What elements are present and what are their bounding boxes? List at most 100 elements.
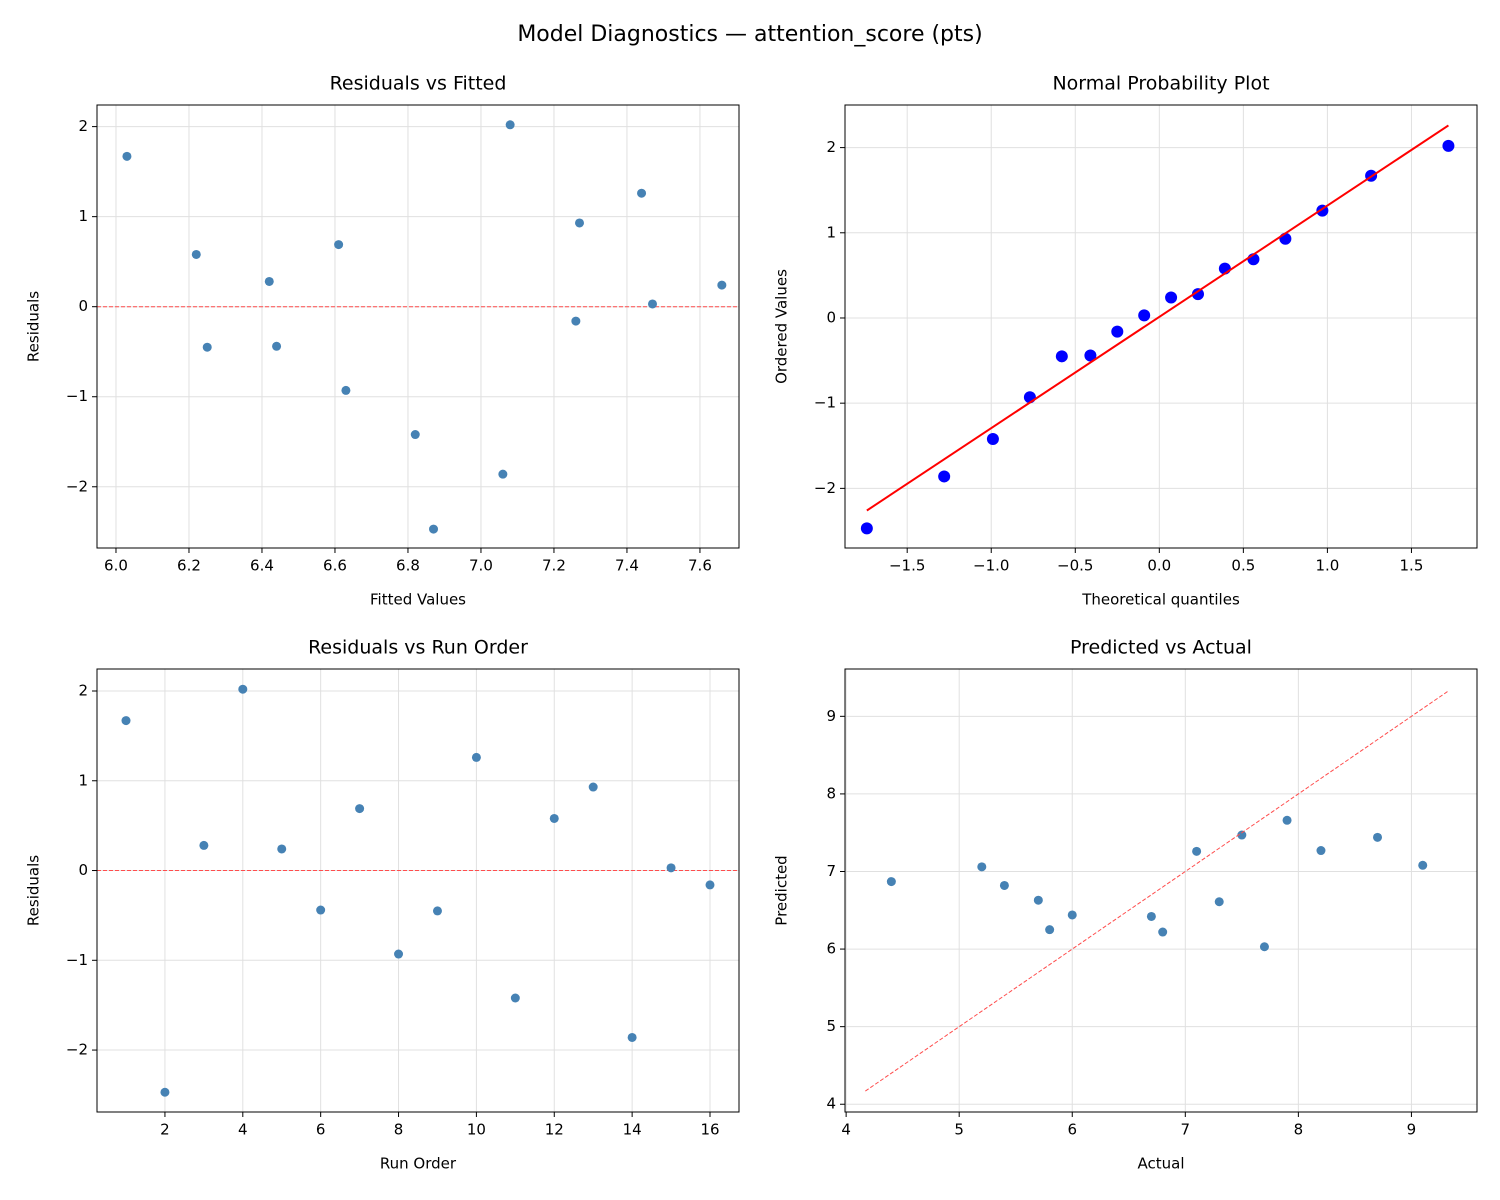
point	[277, 844, 287, 854]
y-tick-label: −2	[66, 477, 88, 495]
x-axis-label: Run Order	[380, 1155, 457, 1173]
y-tick-label: 0	[78, 297, 88, 315]
point	[1165, 291, 1178, 304]
x-tick-label: 7.0	[469, 557, 493, 575]
point	[429, 524, 439, 534]
reference-line	[866, 124, 1449, 512]
x-tick-label: 8	[394, 1121, 404, 1139]
point	[1158, 927, 1168, 937]
point	[410, 430, 420, 440]
point	[272, 341, 282, 351]
point	[122, 151, 132, 161]
point	[1316, 846, 1326, 856]
point	[549, 813, 559, 823]
point	[1237, 830, 1247, 840]
point	[938, 470, 951, 483]
point	[1055, 350, 1068, 363]
x-tick-label: 8	[1294, 1121, 1304, 1139]
x-axis-label: Fitted Values	[370, 591, 466, 609]
point	[191, 249, 201, 259]
x-axis-label: Theoretical quantiles	[1081, 591, 1240, 609]
y-tick-label: 0	[78, 861, 88, 879]
point	[571, 316, 581, 326]
y-tick-label: −1	[66, 951, 88, 969]
point	[394, 949, 404, 959]
point	[510, 993, 520, 1003]
x-tick-label: 6.8	[396, 557, 420, 575]
point	[1146, 911, 1156, 921]
y-tick-label: −2	[66, 1041, 88, 1059]
x-tick-label: 6.2	[177, 557, 201, 575]
point	[1067, 910, 1077, 920]
y-tick-label: 7	[826, 862, 836, 880]
point	[1045, 925, 1055, 935]
point	[977, 862, 987, 872]
x-tick-label: 2	[160, 1121, 170, 1139]
panel-title: Normal Probability Plot	[1052, 73, 1269, 95]
point	[1282, 815, 1292, 825]
point	[505, 120, 515, 130]
point	[432, 906, 442, 916]
point	[886, 877, 896, 887]
panel-title: Residuals vs Fitted	[330, 73, 507, 95]
point	[627, 1032, 637, 1042]
point	[999, 880, 1009, 890]
x-tick-label: 10	[467, 1121, 486, 1139]
point	[199, 840, 209, 850]
x-tick-label: 6.6	[323, 557, 347, 575]
y-tick-label: 4	[826, 1095, 836, 1113]
y-axis-label: Residuals	[25, 855, 43, 926]
axes-frame	[96, 104, 740, 549]
point	[1033, 895, 1043, 905]
y-axis-label: Ordered Values	[773, 269, 791, 384]
x-tick-label: 7.2	[542, 557, 566, 575]
panel-title: Predicted vs Actual	[1070, 637, 1252, 659]
point	[341, 385, 351, 395]
point	[1191, 288, 1204, 301]
point	[1418, 860, 1428, 870]
x-tick-label: 0.5	[1231, 557, 1255, 575]
x-tick-label: 7.4	[615, 557, 639, 575]
x-tick-label: 0.0	[1147, 557, 1171, 575]
point	[334, 240, 344, 250]
point	[1259, 942, 1269, 952]
x-tick-label: −1.0	[973, 557, 1009, 575]
reference-line	[865, 690, 1450, 1092]
x-tick-label: 12	[545, 1121, 564, 1139]
point	[264, 276, 274, 286]
x-tick-label: 6	[316, 1121, 326, 1139]
y-tick-label: 9	[826, 707, 836, 725]
point	[1442, 139, 1455, 152]
x-tick-label: 16	[700, 1121, 719, 1139]
point	[647, 299, 657, 309]
y-tick-label: 2	[78, 117, 88, 135]
point	[121, 716, 131, 726]
x-tick-label: 7	[1181, 1121, 1191, 1139]
panel-title: Residuals vs Run Order	[308, 637, 528, 659]
point	[355, 804, 365, 814]
x-tick-label: 6	[1067, 1121, 1077, 1139]
x-tick-label: 1.0	[1315, 557, 1339, 575]
x-tick-label: 14	[623, 1121, 642, 1139]
y-axis-label: Residuals	[25, 291, 43, 362]
y-tick-label: 1	[826, 223, 836, 241]
x-tick-label: −0.5	[1057, 557, 1093, 575]
x-tick-label: 6.4	[250, 557, 274, 575]
y-tick-label: 2	[826, 138, 836, 156]
x-tick-label: 6.0	[104, 557, 128, 575]
point	[1111, 325, 1124, 338]
x-tick-label: 4	[238, 1121, 248, 1139]
x-tick-label: −1.5	[889, 557, 925, 575]
y-tick-label: 6	[826, 940, 836, 958]
point	[666, 863, 676, 873]
point	[705, 880, 715, 890]
point	[238, 684, 248, 694]
y-tick-label: 1	[78, 771, 88, 789]
x-tick-label: 7.6	[688, 557, 712, 575]
x-axis-label: Actual	[1138, 1155, 1185, 1173]
point	[717, 280, 727, 290]
point	[202, 342, 212, 352]
